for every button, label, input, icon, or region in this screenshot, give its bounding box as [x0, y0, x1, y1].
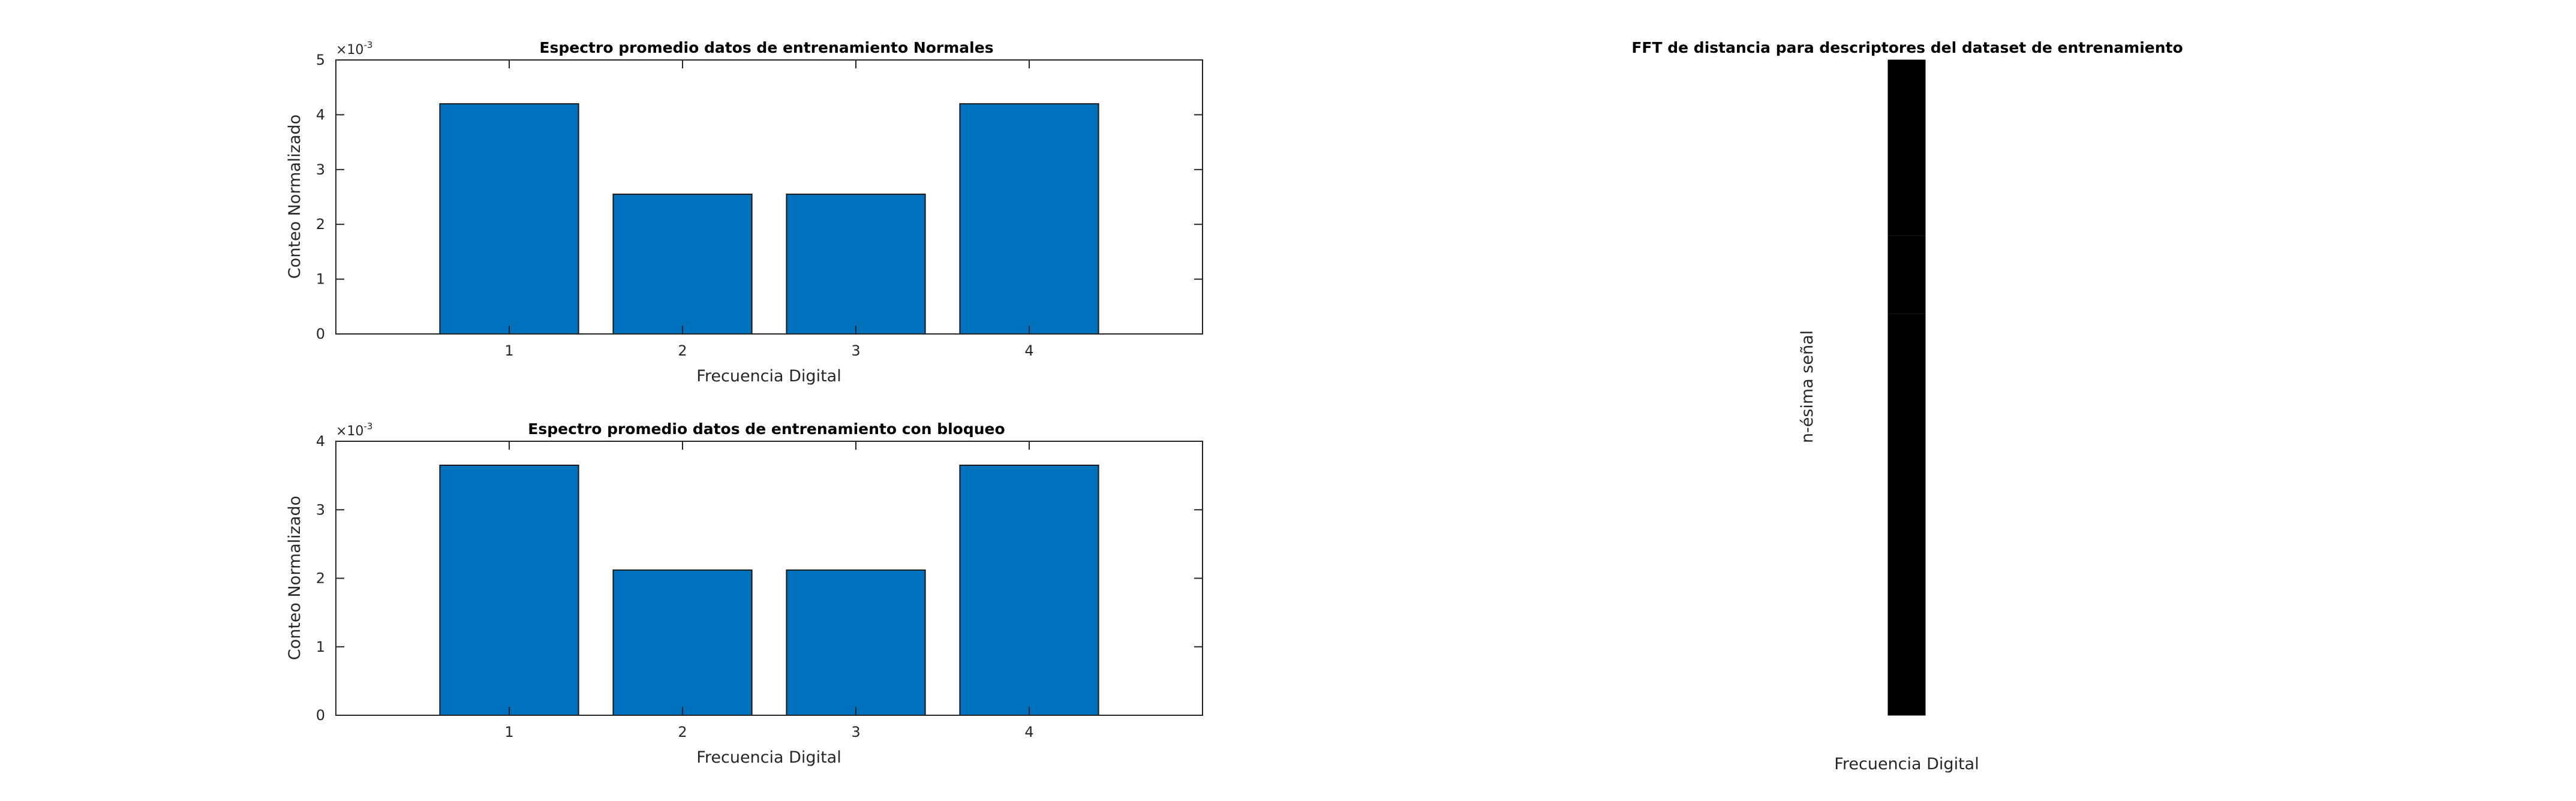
y-tick-label: 2 — [316, 216, 325, 233]
x-axis-ticks: 1 2 3 4 — [504, 60, 1034, 359]
x-axis-label: Frecuencia Digital — [1834, 755, 1979, 773]
heatmap-cells — [1887, 59, 1926, 716]
x-tick-label: 1 — [504, 342, 513, 359]
x-tick-label: 4 — [1024, 342, 1033, 359]
chart-fft-heatmap: FFT de distancia para descriptores del d… — [1631, 39, 2183, 773]
y-tick-label: 1 — [316, 271, 325, 288]
chart-bloqueo: Espectro promedio datos de entrenamiento… — [285, 420, 1203, 767]
chart-title: Espectro promedio datos de entrenamiento… — [528, 420, 1005, 438]
chart-title: FFT de distancia para descriptores del d… — [1631, 39, 2183, 56]
x-tick-label: 4 — [1024, 724, 1033, 740]
x-tick-label: 3 — [851, 724, 860, 740]
y-tick-label: 0 — [316, 326, 325, 342]
bar-4 — [959, 464, 1099, 716]
x-tick-label: 2 — [678, 342, 687, 359]
bar-4 — [959, 103, 1099, 335]
y-axis-ticks: 0 1 2 3 4 5 — [316, 52, 1203, 342]
y-tick-label: 2 — [316, 570, 325, 587]
x-tick-label: 2 — [678, 724, 687, 740]
bar-1 — [439, 103, 579, 335]
chart-title: Espectro promedio datos de entrenamiento… — [539, 39, 993, 56]
y-tick-label: 5 — [316, 52, 325, 68]
y-tick-label: 0 — [316, 707, 325, 724]
bar-3 — [786, 569, 926, 716]
bar-2 — [612, 569, 753, 716]
bar-3 — [786, 193, 926, 335]
x-tick-label: 1 — [504, 724, 513, 740]
y-tick-label: 3 — [316, 161, 325, 178]
y-exponent-label: ×10-3 — [336, 40, 372, 58]
bar-1 — [439, 464, 579, 716]
x-axis-label: Frecuencia Digital — [696, 748, 841, 767]
bar-series — [439, 464, 1099, 716]
y-exponent-label: ×10-3 — [336, 421, 372, 439]
bar-series — [439, 103, 1099, 335]
x-tick-label: 3 — [851, 342, 860, 359]
y-tick-label: 4 — [316, 106, 325, 123]
y-axis-ticks: 0 1 2 3 4 — [316, 433, 1203, 724]
bar-2 — [612, 193, 753, 335]
chart-normales: Espectro promedio datos de entrenamiento… — [285, 39, 1203, 386]
axes-box — [335, 59, 1203, 335]
y-axis-label: Conteo Normalizado — [285, 496, 304, 660]
y-tick-label: 3 — [316, 501, 325, 518]
x-axis-label: Frecuencia Digital — [696, 367, 841, 386]
y-tick-label: 1 — [316, 639, 325, 655]
x-axis-ticks: 1 2 3 4 — [504, 441, 1034, 740]
y-axis-label: n-ésima señal — [1798, 330, 1817, 443]
y-tick-label: 4 — [316, 433, 325, 450]
y-axis-label: Conteo Normalizado — [285, 115, 304, 279]
